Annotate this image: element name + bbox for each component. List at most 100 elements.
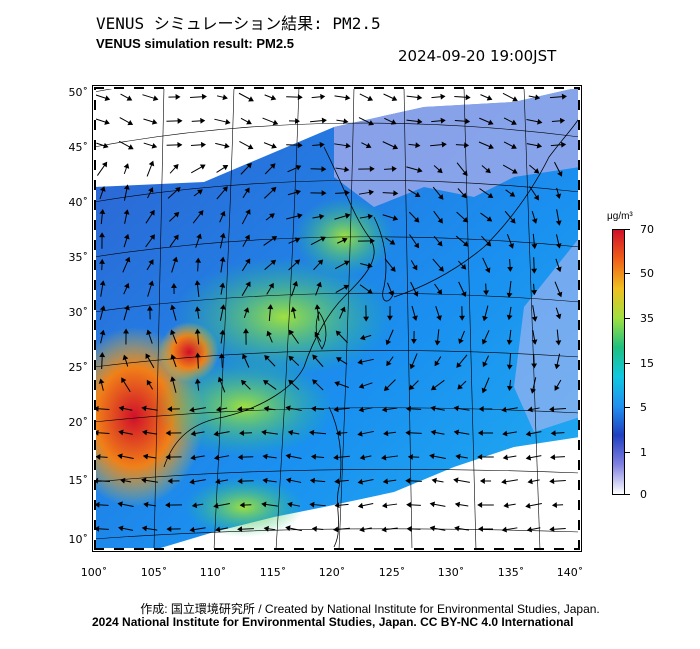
wind-arrow-head (417, 94, 423, 101)
wind-arrow-head (224, 142, 230, 149)
wind-arrow-head (246, 119, 252, 125)
colorbar-unit: μg/m³ (607, 211, 633, 222)
wind-arrow-head (148, 160, 155, 167)
wind-arrow-head (222, 165, 229, 171)
wind-arrow-head (104, 95, 111, 101)
wind-arrow-head (123, 163, 130, 169)
lon-label-120: 120˚ (318, 566, 346, 579)
lon-label-135: 135˚ (497, 566, 525, 579)
wind-arrow-head (200, 117, 206, 124)
wind-arrow-head (200, 141, 207, 148)
wind-arrow-head (440, 93, 446, 100)
colorbar-tickmark (625, 318, 630, 319)
lat-label-35: 35˚ (68, 251, 89, 264)
wind-arrow-head (527, 478, 533, 485)
colorbar (612, 229, 625, 495)
wind-arrow-head (127, 119, 134, 126)
lat-label-10: 10˚ (68, 533, 89, 546)
wind-arrow-head (453, 477, 459, 484)
wind-arrow-head (454, 501, 461, 508)
wind-arrow-head (367, 95, 374, 101)
lat-label-30: 30˚ (68, 306, 89, 319)
wind-arrow-head (391, 95, 398, 102)
colorbar-tick-35: 35 (640, 312, 654, 325)
wind-arrow-head (311, 525, 317, 532)
timestamp: 2024-09-20 19:00JST (398, 47, 557, 65)
wind-arrow-head (222, 94, 228, 101)
lat-label-15: 15˚ (68, 474, 89, 487)
wind-arrow-head (501, 526, 507, 533)
wind-arrow-head (551, 502, 558, 509)
lat-label-40: 40˚ (68, 196, 89, 209)
lon-label-140: 140˚ (556, 566, 584, 579)
colorbar-tickmark (625, 494, 630, 495)
colorbar-tick-1: 1 (640, 446, 647, 459)
wind-arrow-head (503, 502, 509, 509)
credit-line-1: 作成: 国立環境研究所 / Created by National Instit… (140, 602, 600, 616)
wind-arrow-head (225, 119, 231, 125)
wind-arrow-head (294, 118, 300, 124)
title-english: VENUS simulation result: PM2.5 (96, 36, 294, 51)
lon-label-115: 115˚ (259, 566, 287, 579)
wind-arrow-head (429, 501, 436, 508)
wind-arrow-head (479, 478, 485, 484)
pm25-map (94, 87, 580, 550)
wind-arrow-head (127, 144, 134, 150)
wind-arrow-head (550, 454, 556, 461)
lat-label-20: 20˚ (68, 416, 89, 429)
wind-arrow-head (549, 478, 555, 485)
wind-arrow-head (454, 525, 460, 532)
wind-arrow-head (381, 526, 387, 533)
colorbar-tickmark (625, 273, 630, 274)
wind-arrow-head (512, 96, 518, 102)
lat-label-50: 50˚ (68, 86, 89, 99)
wind-arrow-head (321, 117, 327, 124)
wind-arrow-head (549, 526, 555, 533)
wind-arrow-head (525, 454, 532, 461)
colorbar-tickmark (625, 363, 630, 364)
wind-arrow-head (201, 93, 207, 100)
wind-arrow-head (406, 525, 412, 532)
lon-label-110: 110˚ (199, 566, 227, 579)
wind-arrow-head (126, 95, 133, 101)
wind-arrow-head (431, 477, 437, 484)
wind-arrow-head (333, 526, 339, 533)
colorbar-tickmark (625, 452, 630, 453)
colorbar-tick-5: 5 (640, 401, 647, 414)
wind-arrow-head (478, 526, 483, 532)
wind-arrow-head (271, 143, 277, 149)
credit-line-2: 2024 National Institute for Environmenta… (92, 615, 574, 629)
wind-arrow-head (345, 94, 351, 101)
colorbar-tickmark (625, 407, 630, 408)
wind-arrow-head (320, 93, 326, 100)
wind-arrow-head (175, 94, 181, 100)
wind-arrow-head (177, 117, 183, 124)
lon-label-125: 125˚ (378, 566, 406, 579)
wind-arrow-head (357, 502, 364, 509)
colorbar-tick-50: 50 (640, 267, 654, 280)
colorbar-tick-70: 70 (640, 223, 654, 236)
wind-arrow-head (272, 119, 279, 126)
wind-arrow-head (502, 454, 509, 461)
wind-arrow-head (486, 95, 493, 101)
wind-arrow-head (104, 119, 110, 125)
wind-arrow-head (406, 501, 412, 508)
wind-arrow-head (151, 119, 158, 125)
wind-arrow-head (247, 144, 254, 150)
lon-label-105: 105˚ (140, 566, 168, 579)
lon-label-100: 100˚ (80, 566, 108, 579)
wind-arrow-head (270, 94, 277, 101)
wind-arrow-head (151, 142, 158, 149)
lat-label-45: 45˚ (68, 141, 89, 154)
wind-arrow-head (359, 526, 365, 533)
lon-label-130: 130˚ (437, 566, 465, 579)
colorbar-tickmark (625, 229, 630, 230)
title-japanese: VENUS シミュレーション結果: PM2.5 (96, 14, 381, 33)
map-canvas (94, 87, 580, 550)
wind-arrow-head (501, 478, 507, 485)
colorbar-tick-0: 0 (640, 488, 647, 501)
wind-arrow-head (477, 502, 483, 508)
wind-arrow-head (152, 95, 159, 101)
hotspot-central-china (174, 257, 394, 377)
wind-arrow-head (525, 502, 531, 509)
